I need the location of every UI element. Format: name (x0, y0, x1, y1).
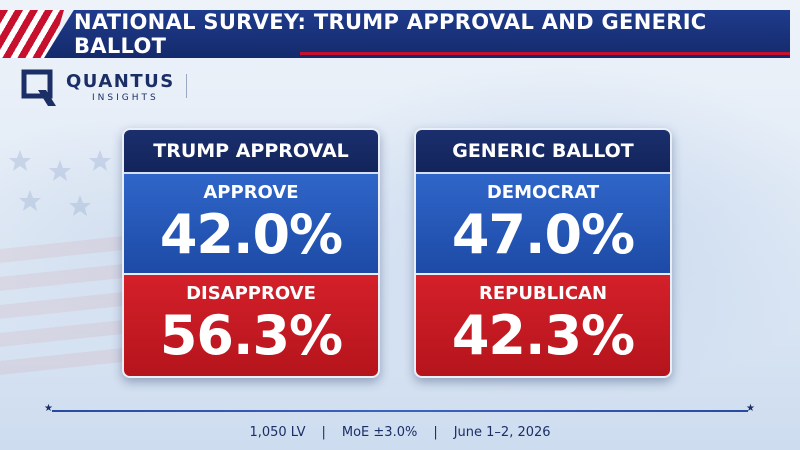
header-banner: NATIONAL SURVEY: TRUMP APPROVAL AND GENE… (0, 10, 790, 58)
logo-name: QUANTUS (66, 71, 175, 92)
margin-of-error: MoE ±3.0% (341, 424, 418, 440)
footer-divider (52, 410, 748, 412)
card-header: TRUMP APPROVAL (124, 130, 378, 174)
democrat-panel: DEMOCRAT 47.0% (416, 174, 670, 275)
democrat-value: 47.0% (451, 203, 635, 266)
banner-accent-line (300, 52, 790, 55)
republican-value: 42.3% (451, 304, 635, 367)
page-title: NATIONAL SURVEY: TRUMP APPROVAL AND GENE… (74, 10, 707, 58)
logo: QUANTUS INSIGHTS (20, 68, 200, 108)
card-title: TRUMP APPROVAL (153, 140, 349, 162)
star-icon: ★ (746, 403, 755, 414)
logo-subtitle: INSIGHTS (92, 93, 159, 103)
trump-approval-card: TRUMP APPROVAL APPROVE 42.0% DISAPPROVE … (122, 128, 380, 378)
sample-size: 1,050 LV (249, 424, 306, 440)
approve-value: 42.0% (159, 203, 343, 266)
survey-dates: June 1–2, 2026 (453, 424, 551, 440)
banner-title-bar: NATIONAL SURVEY: TRUMP APPROVAL AND GENE… (44, 10, 790, 58)
disapprove-panel: DISAPPROVE 56.3% (124, 275, 378, 376)
star-icon: ★ (44, 403, 53, 414)
card-title: GENERIC BALLOT (452, 140, 634, 162)
generic-ballot-card: GENERIC BALLOT DEMOCRAT 47.0% REPUBLICAN… (414, 128, 672, 378)
footer-info: 1,050 LV | MoE ±3.0% | June 1–2, 2026 (0, 422, 800, 442)
disapprove-value: 56.3% (159, 304, 343, 367)
logo-divider (186, 74, 187, 98)
approve-panel: APPROVE 42.0% (124, 174, 378, 275)
approve-label: APPROVE (203, 182, 299, 203)
disapprove-label: DISAPPROVE (186, 283, 316, 304)
footer-separator: | (433, 424, 438, 440)
republican-panel: REPUBLICAN 42.3% (416, 275, 670, 376)
card-header: GENERIC BALLOT (416, 130, 670, 174)
footer-separator: | (321, 424, 326, 440)
republican-label: REPUBLICAN (478, 283, 608, 304)
democrat-label: DEMOCRAT (486, 182, 600, 203)
background-flag-stars (9, 150, 111, 216)
quantus-logo-icon (21, 69, 56, 106)
